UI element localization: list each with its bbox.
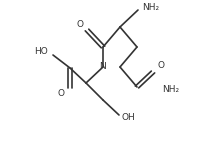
Text: OH: OH (122, 114, 136, 122)
Text: O: O (158, 61, 165, 69)
Text: N: N (100, 63, 106, 72)
Text: NH₂: NH₂ (142, 3, 159, 13)
Text: HO: HO (34, 48, 48, 56)
Text: O: O (58, 88, 65, 98)
Text: O: O (77, 21, 84, 29)
Text: NH₂: NH₂ (162, 85, 179, 95)
